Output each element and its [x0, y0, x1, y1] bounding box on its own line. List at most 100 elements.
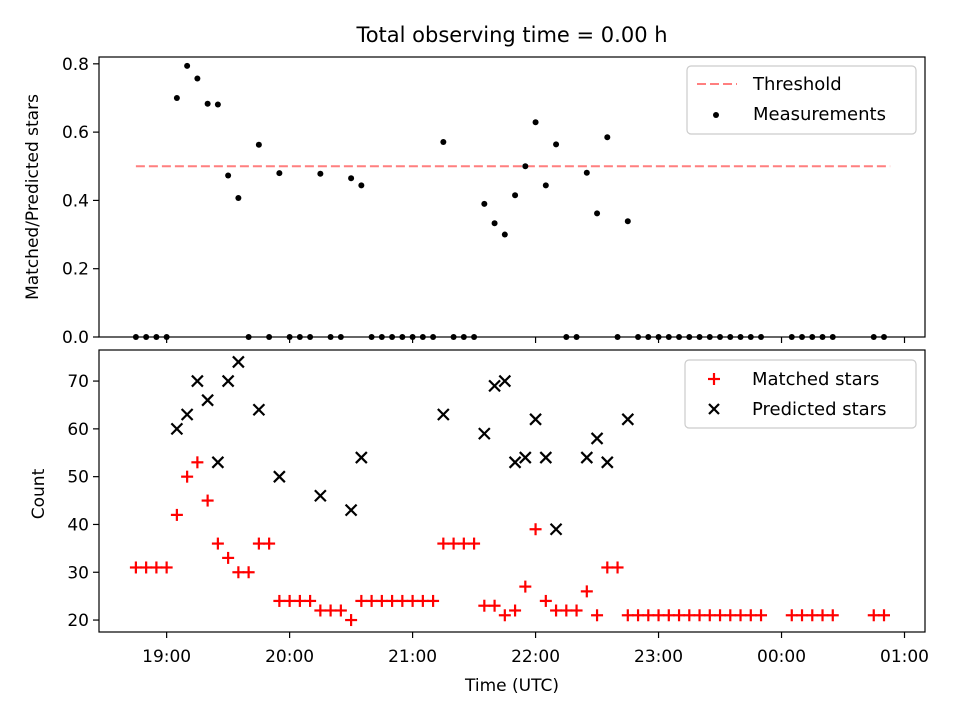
count-y-tick-label: 30 — [67, 563, 89, 583]
matched-star-point — [191, 456, 204, 469]
matched-star-point — [642, 609, 655, 622]
matched-star-point — [160, 561, 173, 574]
predicted-star-point — [273, 470, 286, 483]
predicted-star-point — [170, 422, 184, 436]
predicted-star-point — [508, 456, 522, 469]
measurement-point — [512, 192, 519, 199]
matched-star-point — [621, 609, 634, 622]
matched-star-point — [129, 561, 142, 574]
matched-star-point — [867, 609, 880, 622]
matched-star-point — [591, 609, 604, 622]
matched-star-point — [304, 594, 317, 607]
predicted-star-point — [355, 451, 368, 464]
matched-star-point — [375, 594, 388, 607]
legend-matched-swatch — [708, 373, 720, 385]
predicted-star-point — [191, 374, 204, 388]
matched-star-point — [816, 609, 829, 622]
matched-star-point — [273, 594, 286, 607]
matched-star-point — [673, 609, 686, 622]
predicted-star-point — [478, 427, 491, 440]
matched-star-point — [263, 537, 276, 550]
matched-star-point — [478, 599, 491, 612]
predicted-star-point — [221, 374, 235, 388]
measurement-point — [440, 139, 447, 146]
measurement-point — [532, 119, 539, 126]
matched-star-point — [457, 537, 470, 550]
matched-star-point — [447, 537, 460, 550]
predicted-star-point — [519, 451, 532, 464]
measurement-point — [522, 163, 529, 170]
ratio-y-label: Matched/Predicted stars — [23, 94, 43, 300]
measurement-point — [491, 220, 498, 227]
count-y-axis: 20 30 40 50 60 70 — [67, 372, 99, 631]
matched-star-point — [755, 609, 768, 622]
predicted-star-point — [344, 503, 358, 517]
predicted-star-point — [601, 456, 614, 469]
predicted-star-point — [252, 403, 266, 417]
matched-star-point — [396, 594, 409, 607]
matched-stars-points — [129, 456, 891, 627]
predicted-star-point — [549, 522, 563, 536]
chart-title: Total observing time = 0.00 h — [355, 23, 667, 47]
matched-star-point — [611, 561, 624, 574]
matched-star-point — [283, 594, 296, 607]
measurement-point — [255, 141, 262, 148]
measurement-point — [214, 101, 221, 108]
predicted-star-point — [232, 355, 245, 369]
ratio-y-tick-label: 0.4 — [62, 191, 89, 211]
matched-star-point — [570, 604, 583, 617]
matched-star-point — [345, 614, 358, 627]
matched-star-point — [693, 609, 706, 622]
matched-star-point — [724, 609, 737, 622]
count-y-tick-label: 60 — [67, 420, 89, 440]
matched-star-point — [632, 609, 645, 622]
matched-star-point — [539, 594, 552, 607]
measurement-point — [583, 169, 590, 176]
matched-star-point — [796, 609, 809, 622]
count-legend-box — [684, 359, 917, 429]
matched-star-point — [498, 609, 511, 622]
predicted-star-point — [437, 408, 450, 421]
matched-star-point — [386, 594, 399, 607]
matched-star-point — [714, 609, 727, 622]
count-plot-frame — [98, 349, 926, 633]
matched-star-point — [878, 609, 891, 622]
count-x-tick-label: 19:00 — [142, 647, 191, 667]
matched-star-point — [222, 551, 235, 564]
matched-star-point — [406, 594, 419, 607]
count-x-tick-label: 00:00 — [757, 647, 806, 667]
ratio-legend: Threshold Measurements — [686, 65, 917, 135]
measurement-point — [553, 141, 560, 148]
matched-star-point — [365, 594, 378, 607]
matched-star-point — [314, 604, 327, 617]
ratio-y-tick-label: 0.6 — [62, 123, 89, 143]
count-y-label: Count — [29, 468, 49, 519]
count-y-tick-label: 20 — [67, 611, 89, 631]
matched-star-point — [252, 537, 265, 550]
matched-star-point — [334, 604, 347, 617]
matched-star-point — [293, 594, 306, 607]
count-y-tick-label: 40 — [67, 515, 89, 535]
matched-star-point — [468, 537, 481, 550]
matched-star-point — [150, 561, 163, 574]
count-x-tick-label: 23:00 — [634, 647, 683, 667]
predicted-star-point — [314, 489, 327, 503]
matched-star-point — [242, 566, 255, 579]
matched-star-point — [703, 609, 716, 622]
matched-star-point — [580, 585, 593, 598]
ratio-panel: 0.00.20.40.60.8 Matched/Predicted stars … — [23, 55, 926, 348]
measurement-point — [624, 218, 631, 225]
count-x-axis: 19:00 20:00 21:00 22:00 23:00 00:00 01:00 — [142, 632, 929, 667]
ratio-legend-box — [686, 65, 917, 135]
matched-star-point — [140, 561, 153, 574]
matched-star-point — [416, 594, 429, 607]
predicted-star-point — [498, 374, 512, 388]
measurement-point — [204, 100, 211, 107]
count-x-tick-label: 20:00 — [265, 647, 314, 667]
predicted-stars-points — [170, 355, 635, 536]
count-x-label: Time (UTC) — [464, 676, 559, 696]
matched-star-point — [427, 594, 440, 607]
matched-star-point — [662, 609, 675, 622]
matched-star-point — [826, 609, 839, 622]
